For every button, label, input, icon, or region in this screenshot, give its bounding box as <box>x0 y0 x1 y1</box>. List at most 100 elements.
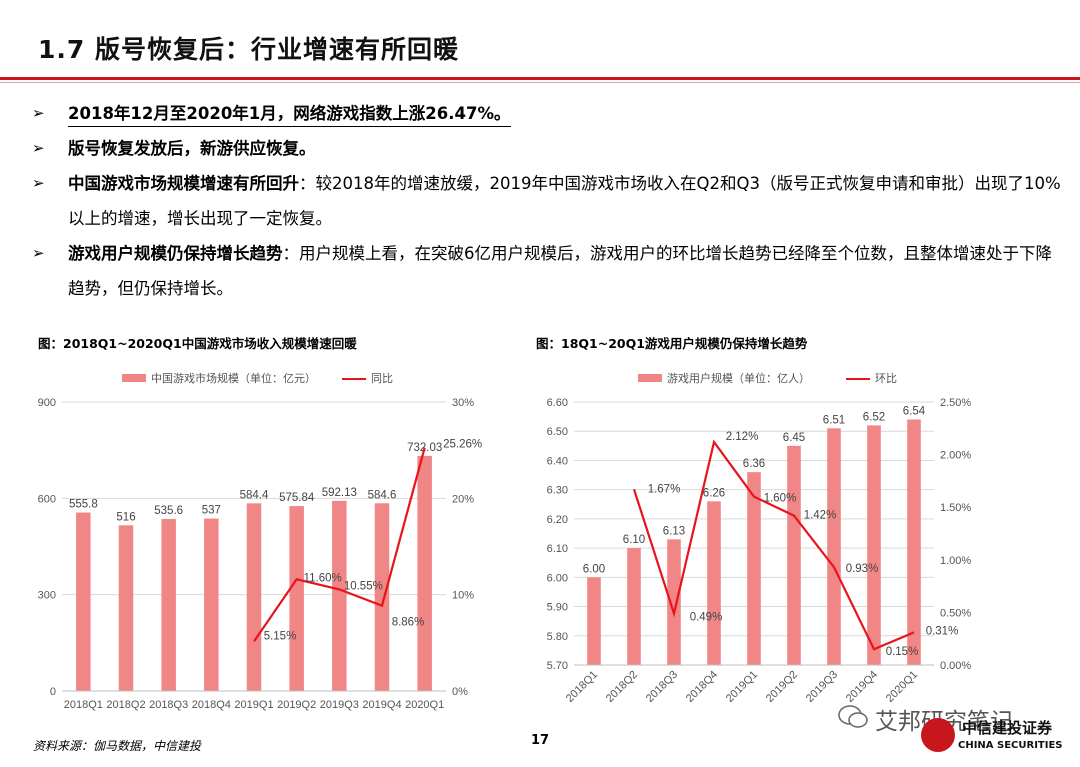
legend-bar-label: 中国游戏市场规模（单位：亿元） <box>151 371 316 385</box>
y-tick-label: 5.90 <box>547 602 568 614</box>
bar <box>374 503 390 691</box>
y2-tick-label: 1.00% <box>940 555 971 567</box>
bar-data-label: 592.13 <box>322 487 357 499</box>
market-revenue-chart: 中国游戏市场规模（单位：亿元） 同比 0 300 600 900 0% 10% 20% 30% 55… <box>38 371 483 711</box>
bar <box>707 501 721 665</box>
legend-line-label: 环比 <box>875 372 897 385</box>
y-tick-label: 5.80 <box>547 631 568 643</box>
bar <box>161 519 176 691</box>
y-tick-label: 5.70 <box>547 660 568 672</box>
legend-bar-swatch <box>638 374 662 382</box>
bar-data-label: 575.84 <box>279 492 315 504</box>
y-tick-label: 6.00 <box>547 572 568 584</box>
y2-tick-label: 0.50% <box>940 607 971 619</box>
bullet-bold: 版号恢复发放后，新游供应恢复。 <box>68 139 316 158</box>
y2-tick-label: 0% <box>452 686 468 698</box>
bar-data-label: 555.8 <box>69 499 98 511</box>
bar <box>787 445 801 665</box>
y-tick-label: 600 <box>38 493 56 505</box>
x-tick-label: 2018Q2 <box>604 669 640 705</box>
bar-data-label: 6.52 <box>863 411 885 423</box>
bar <box>76 512 91 691</box>
arrow-bullet-icon: ➢ <box>32 139 45 157</box>
bar <box>867 425 881 665</box>
x-tick-label: 2018Q1 <box>64 699 103 711</box>
x-tick-label: 2020Q1 <box>405 699 444 711</box>
source-note: 资料来源：伽马数据，中信建投 <box>33 739 202 753</box>
y-tick-label: 6.10 <box>547 543 568 555</box>
bar-data-label: 584.4 <box>240 489 269 501</box>
bar <box>332 500 347 691</box>
y-tick-label: 6.60 <box>547 397 568 409</box>
page-number: 17 <box>531 733 550 748</box>
line-data-label: 1.60% <box>764 493 797 505</box>
line-data-label: 10.55% <box>344 580 383 592</box>
x-tick-label: 2019Q4 <box>362 699 401 711</box>
bar <box>587 577 601 665</box>
line-data-label: 1.67% <box>648 483 681 495</box>
y-tick-label: 6.20 <box>547 514 568 526</box>
y-tick-label: 300 <box>38 590 56 602</box>
bullet-bold: 2018年12月至2020年1月，网络游戏指数上涨26.47%。 <box>68 102 511 127</box>
y-tick-label: 0 <box>50 686 56 698</box>
legend-bar-label: 游戏用户规模（单位：亿人） <box>667 371 810 385</box>
x-tick-label: 2019Q2 <box>277 699 316 711</box>
bar-data-label: 537 <box>202 505 221 517</box>
bar-data-label: 6.10 <box>623 534 645 546</box>
bar <box>667 539 681 665</box>
bullet-bold: 游戏用户规模仍保持增长趋势 <box>68 244 283 263</box>
x-tick-label: 2018Q3 <box>149 699 188 711</box>
line-data-label: 0.31% <box>926 625 959 637</box>
series-line <box>632 439 915 651</box>
y-tick-label: 6.50 <box>547 426 568 438</box>
line-data-label: 0.93% <box>846 563 879 575</box>
bullet-text: ：用户规模上看，在突破6亿用户规模后，游戏用户的环比增长趋势已经降至个位数，且整… <box>68 244 1052 298</box>
arrow-bullet-icon: ➢ <box>32 104 45 122</box>
bar-data-label: 6.51 <box>823 414 845 426</box>
legend-bar-swatch <box>122 374 146 382</box>
bullet-list: ➢ 2018年12月至2020年1月，网络游戏指数上涨26.47%。 ➢ 版号恢… <box>32 96 1062 306</box>
chart-2-title: 图：18Q1~20Q1游戏用户规模仍保持增长趋势 <box>536 336 808 351</box>
bar-data-label: 535.6 <box>154 505 183 517</box>
line-data-label: 0.15% <box>886 646 919 658</box>
line-data-label: 0.49% <box>690 611 723 623</box>
x-tick-label: 2019Q1 <box>234 699 273 711</box>
bar <box>827 428 841 665</box>
x-tick-label: 2018Q3 <box>644 669 680 705</box>
bar-data-label: 6.36 <box>743 458 765 470</box>
arrow-bullet-icon: ➢ <box>32 174 45 192</box>
y2-tick-label: 20% <box>452 493 474 505</box>
bar <box>289 506 304 691</box>
logo-en-text: CHINA SECURITIES <box>958 740 1063 751</box>
y-tick-label: 6.30 <box>547 485 568 497</box>
line-data-label: 2.12% <box>726 431 759 443</box>
y-tick-label: 6.40 <box>547 455 568 467</box>
line-data-label: 25.26% <box>443 439 482 451</box>
line-data-label: 11.60% <box>304 572 342 584</box>
x-tick-label: 2019Q2 <box>764 669 800 705</box>
bar <box>627 548 641 665</box>
bar-data-label: 6.54 <box>903 406 926 418</box>
bullet-item-2: ➢ 版号恢复发放后，新游供应恢复。 <box>32 131 1062 166</box>
page-title: 1.7 版号恢复后：行业增速有所回暖 <box>38 35 459 64</box>
wechat-icon <box>838 705 868 728</box>
bar <box>204 518 219 691</box>
bullet-item-3: ➢ 中国游戏市场规模增速有所回升：较2018年的增速放缓，2019年中国游戏市场… <box>32 166 1062 236</box>
x-tick-label: 2018Q4 <box>192 699 231 711</box>
x-tick-label: 2019Q3 <box>804 669 840 705</box>
y2-tick-label: 0.00% <box>940 660 971 672</box>
y-tick-label: 900 <box>38 397 56 409</box>
bar <box>417 455 432 691</box>
bar <box>246 503 262 691</box>
bullet-item-4: ➢ 游戏用户规模仍保持增长趋势：用户规模上看，在突破6亿用户规模后，游戏用户的环… <box>32 236 1062 306</box>
arrow-bullet-icon: ➢ <box>32 244 45 262</box>
x-tick-label: 2018Q2 <box>106 699 145 711</box>
x-tick-label: 2018Q1 <box>564 669 600 705</box>
logo-cn-text: 中信建投证券 <box>962 719 1053 737</box>
bar-data-label: 584.6 <box>368 489 397 501</box>
bullet-item-1: ➢ 2018年12月至2020年1月，网络游戏指数上涨26.47%。 <box>32 96 1062 131</box>
bar-data-label: 6.00 <box>583 563 605 575</box>
line-data-label: 5.15% <box>264 630 297 642</box>
x-tick-label: 2020Q1 <box>884 669 920 705</box>
line-data-label: 1.42% <box>804 510 837 522</box>
